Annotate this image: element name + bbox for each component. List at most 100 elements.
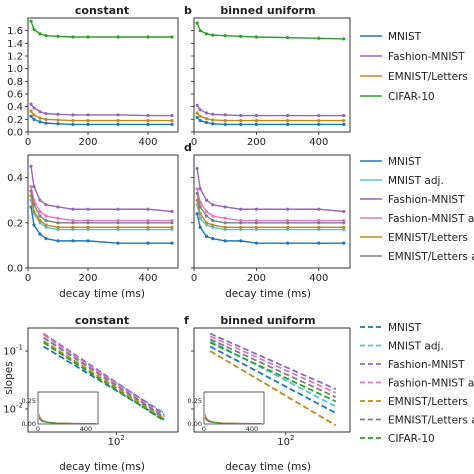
series-line: [209, 338, 337, 398]
data-point: [56, 221, 60, 225]
data-point: [146, 113, 150, 118]
plot-frame: [27, 154, 179, 269]
series-line: [43, 336, 165, 418]
series-line: [196, 112, 344, 122]
data-point: [32, 223, 36, 227]
data-point: [342, 227, 346, 232]
legend-label: MNIST: [388, 156, 422, 168]
data-point: [56, 122, 60, 126]
data-point: [71, 225, 75, 229]
x-tick-label: 400: [309, 273, 328, 284]
data-point: [71, 119, 75, 123]
series-line: [209, 332, 337, 390]
data-point: [239, 221, 243, 225]
y-tick-label: 0.8: [7, 77, 23, 88]
data-point: [71, 207, 75, 211]
y-tick-label: 0.4: [7, 102, 23, 113]
data-point: [198, 205, 202, 209]
panel-b-label: b: [184, 4, 192, 17]
data-point: [86, 113, 90, 117]
data-point: [286, 225, 290, 229]
panel-d-label: d: [184, 141, 192, 154]
series-line: [30, 20, 172, 38]
data-point: [146, 35, 150, 39]
data-point: [317, 227, 321, 232]
data-point: [342, 37, 346, 41]
data-point: [317, 207, 321, 211]
data-point: [146, 225, 150, 229]
legend-mid: MNIST MNIST adj. Fashion-MNIST Fashion-MNIS…: [360, 156, 474, 263]
data-point: [198, 29, 202, 33]
data-point: [195, 191, 199, 196]
series-line: [43, 340, 165, 420]
data-point: [286, 122, 290, 126]
data-point: [195, 103, 199, 107]
y-tick-label: 0.2: [7, 218, 23, 229]
legend-label: EMNIST/Letters adj.: [388, 415, 474, 427]
y-tick-label: 0.0: [7, 264, 23, 275]
data-point: [38, 120, 42, 124]
data-point: [44, 237, 48, 241]
data-point: [342, 113, 346, 118]
data-point: [44, 223, 48, 227]
data-point: [198, 114, 202, 118]
data-point: [223, 227, 227, 232]
data-point: [29, 114, 33, 118]
inset-frame: [203, 391, 265, 425]
data-point: [29, 164, 33, 168]
data-point: [29, 189, 33, 193]
data-point: [211, 225, 215, 229]
panel-f-xlabel: decay time (ms): [225, 461, 311, 473]
data-point: [211, 223, 215, 227]
data-point: [342, 225, 346, 229]
y-tick-label: 10-1: [3, 344, 23, 358]
y-tick-label: 1.4: [7, 39, 23, 50]
panel-a: 0 200 400 0.0 0.2 0.40.6 0.8 1.01.2 1.4 1.6: [7, 17, 179, 148]
data-point: [170, 241, 174, 245]
legend-label: MNIST: [388, 322, 422, 334]
data-point: [342, 241, 346, 245]
inset-y-tick-label: 0.00: [188, 420, 202, 428]
series-line: [43, 341, 165, 422]
inset-x-tick-label: 0: [36, 425, 40, 433]
inset-line: [38, 417, 96, 424]
x-tick-label: 400: [138, 273, 157, 284]
data-point: [317, 218, 321, 223]
data-point: [198, 187, 202, 191]
data-point: [195, 111, 199, 115]
x-tick-label: 200: [247, 137, 266, 148]
panel-d: 0 200 400: [191, 154, 351, 284]
series-line: [196, 188, 344, 222]
data-point: [146, 241, 150, 245]
data-point: [195, 166, 199, 171]
data-point: [170, 209, 174, 214]
data-point: [286, 207, 290, 211]
legend-top: MNIST Fashion-MNIST EMNIST/Letters CIFAR-10: [360, 31, 468, 103]
x-tick-label: 0: [25, 273, 31, 284]
data-point: [223, 119, 227, 123]
data-point: [32, 27, 36, 31]
legend-label: Fashion-MNIST: [388, 359, 465, 371]
data-point: [29, 102, 33, 106]
data-point: [342, 218, 346, 223]
plot-frame: [193, 154, 351, 269]
panel-c: 0 200 400 0.0 0.2 0.4: [7, 154, 179, 284]
data-point: [204, 214, 209, 218]
data-point: [223, 216, 227, 220]
data-point: [239, 119, 243, 123]
x-tick-label: 400: [309, 137, 328, 148]
data-point: [146, 218, 150, 223]
data-point: [254, 207, 258, 211]
x-tick-label: 200: [78, 273, 97, 284]
data-point: [211, 237, 215, 241]
data-point: [204, 223, 209, 227]
data-point: [223, 34, 227, 38]
data-point: [32, 203, 36, 207]
data-point: [146, 207, 150, 211]
data-point: [254, 122, 258, 126]
panel-d-xlabel: decay time (ms): [225, 288, 311, 300]
data-point: [317, 122, 321, 126]
x-tick-label: 0: [191, 137, 197, 148]
data-point: [254, 241, 258, 245]
data-point: [86, 218, 90, 223]
